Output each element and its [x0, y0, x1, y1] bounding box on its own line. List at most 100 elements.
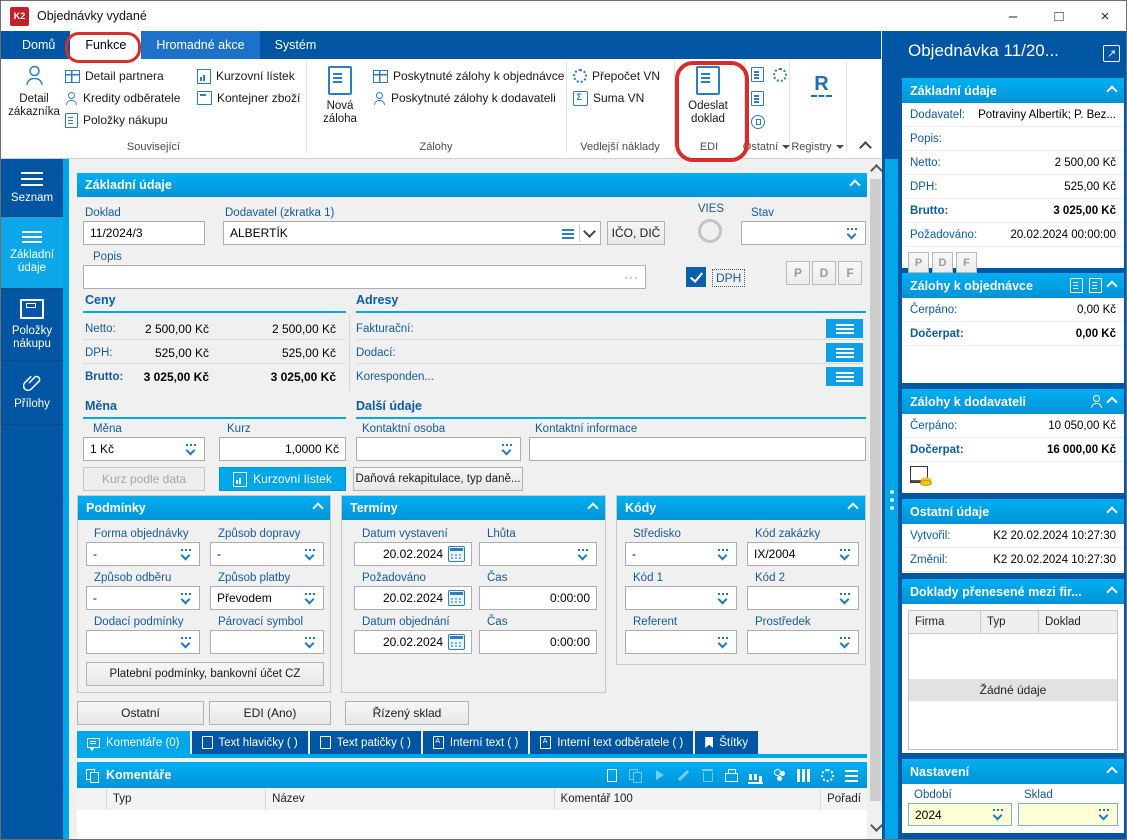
- address-invoice-button[interactable]: [826, 319, 863, 338]
- column-firma[interactable]: Firma: [909, 611, 981, 633]
- group-label-registry[interactable]: Registry: [789, 139, 846, 155]
- dropdown-icon[interactable]: [838, 592, 852, 605]
- sklad-combo[interactable]: [1018, 803, 1118, 826]
- stav-combo[interactable]: [741, 221, 866, 245]
- dropdown-icon[interactable]: [576, 548, 590, 561]
- section-header[interactable]: Doklady přenesené mezi fir...: [902, 579, 1124, 604]
- pozadovano-field[interactable]: 20.02.2024: [354, 586, 472, 610]
- tab-komentare[interactable]: Komentáře (0): [77, 731, 190, 754]
- address-delivery-button[interactable]: [826, 343, 863, 362]
- sidebar-item-polozky-nakupu[interactable]: Položky nákupu: [1, 289, 63, 361]
- cas-1-field[interactable]: 0:00:00: [479, 586, 597, 610]
- collapse-chevron-icon[interactable]: [847, 502, 859, 514]
- copy-document-icon[interactable]: [751, 67, 764, 82]
- ellipsis-more-icon[interactable]: ···: [624, 270, 639, 284]
- kod-zakazky-combo[interactable]: IX/2004: [747, 542, 859, 566]
- group-icon[interactable]: [772, 768, 787, 783]
- zpusob-platby-combo[interactable]: Převodem: [210, 586, 324, 610]
- print-icon[interactable]: [724, 768, 739, 783]
- popis-field[interactable]: ···: [83, 265, 646, 289]
- dropdown-icon[interactable]: [179, 592, 193, 605]
- zalohy-k-dodavateli-button[interactable]: Poskytnuté zálohy k dodavateli: [373, 87, 556, 109]
- column-typ[interactable]: Typ: [107, 788, 267, 810]
- kredity-odberatele-button[interactable]: Kredity odběratele: [65, 87, 180, 109]
- advance-doc-icon[interactable]: [1089, 278, 1102, 293]
- dropdown-icon[interactable]: [845, 227, 859, 240]
- dropdown-icon[interactable]: [303, 636, 317, 649]
- section-header[interactable]: Zálohy k objednávce: [902, 273, 1124, 298]
- cancel-document-icon[interactable]: [751, 91, 764, 106]
- column-komentar[interactable]: Komentář 100: [555, 788, 822, 810]
- copy-record-icon[interactable]: [628, 768, 643, 783]
- parovaci-symbol-combo[interactable]: [210, 630, 324, 654]
- polozky-nakupu-button[interactable]: Položky nákupu: [65, 109, 168, 131]
- referent-combo[interactable]: [625, 630, 737, 654]
- mena-combo[interactable]: 1 Kč: [83, 437, 205, 461]
- maximize-button[interactable]: □: [1054, 7, 1064, 25]
- main-scrollbar[interactable]: [869, 159, 883, 839]
- collapse-chevron-icon[interactable]: [1106, 505, 1118, 518]
- kod-2-combo[interactable]: [747, 586, 859, 610]
- zalohy-k-objednavce-button[interactable]: Poskytnuté zálohy k objednávce: [373, 65, 564, 87]
- collapse-chevron-icon[interactable]: [312, 502, 324, 514]
- calendar-icon[interactable]: [448, 546, 465, 562]
- scroll-down-icon[interactable]: [870, 819, 883, 832]
- tab-stitky[interactable]: Štítky: [695, 731, 758, 754]
- edit-icon[interactable]: [676, 768, 691, 783]
- kontaktni-informace-field[interactable]: [529, 437, 866, 461]
- relations-icon[interactable]: [562, 228, 574, 239]
- dropdown-icon[interactable]: [179, 548, 193, 561]
- kontaktni-osoba-combo[interactable]: [356, 437, 521, 461]
- d-button[interactable]: D: [932, 252, 953, 273]
- collapse-chevron-icon[interactable]: [1106, 84, 1118, 97]
- zpusob-odberu-combo[interactable]: -: [86, 586, 200, 610]
- calendar-icon[interactable]: [448, 590, 465, 606]
- scrollbar-thumb[interactable]: [870, 179, 881, 801]
- collapse-chevron-icon[interactable]: [1106, 395, 1118, 408]
- dropdown-icon[interactable]: [179, 636, 193, 649]
- section-header[interactable]: Ostatní údaje: [902, 499, 1124, 524]
- ico-dic-button[interactable]: IČO, DIČ: [607, 221, 665, 245]
- edi-ano-button[interactable]: EDI (Ano): [209, 701, 331, 725]
- scroll-up-icon[interactable]: [870, 164, 883, 177]
- detail-zakaznika-button[interactable]: Detail zákazníka: [5, 63, 63, 119]
- new-record-icon[interactable]: [604, 768, 619, 783]
- dropdown-icon[interactable]: [838, 636, 852, 649]
- f-button[interactable]: F: [956, 252, 977, 273]
- obdobi-combo[interactable]: 2024: [908, 803, 1012, 826]
- dropdown-icon[interactable]: [303, 548, 317, 561]
- minimize-button[interactable]: –: [1008, 7, 1018, 25]
- kurzovni-listek-button-2[interactable]: Kurzovní lístek: [219, 467, 346, 491]
- d-button[interactable]: D: [812, 261, 836, 285]
- doklad-field[interactable]: 11/2024/3: [83, 221, 205, 245]
- danova-rekapitulace-button[interactable]: Daňová rekapitulace, typ daně...: [353, 467, 523, 491]
- datum-objednani-field[interactable]: 20.02.2024: [354, 630, 472, 654]
- collapse-chevron-icon[interactable]: [1106, 765, 1118, 778]
- rizeny-sklad-button[interactable]: Řízený sklad: [345, 701, 469, 725]
- ribbon-collapse-icon[interactable]: [859, 141, 872, 154]
- section-header[interactable]: Nastavení: [902, 759, 1124, 784]
- cas-2-field[interactable]: 0:00:00: [479, 630, 597, 654]
- sidebar-item-zakladni-udaje[interactable]: Základní údaje: [1, 217, 63, 289]
- column-nazev[interactable]: Název: [266, 788, 555, 810]
- detail-partnera-button[interactable]: Detail partnera: [65, 65, 164, 87]
- columns-icon[interactable]: [796, 768, 811, 783]
- zpusob-dopravy-combo[interactable]: -: [210, 542, 324, 566]
- tab-interni-text[interactable]: Interní text ( ): [422, 731, 529, 754]
- run-icon[interactable]: [652, 768, 667, 783]
- collapse-chevron-icon[interactable]: [1106, 279, 1118, 292]
- stredisko-combo[interactable]: -: [625, 542, 737, 566]
- chart-icon[interactable]: [748, 767, 763, 784]
- tab-hromadne-akce[interactable]: Hromadné akce: [141, 31, 260, 59]
- datum-vystaveni-field[interactable]: 20.02.2024: [354, 542, 472, 566]
- p-button[interactable]: P: [908, 252, 929, 273]
- section-header[interactable]: Základní údaje: [902, 78, 1124, 103]
- grid-body-empty[interactable]: [77, 810, 867, 839]
- column-poradi[interactable]: Pořadí: [827, 793, 861, 805]
- lock-icon[interactable]: [751, 115, 765, 129]
- close-button[interactable]: ×: [1100, 7, 1110, 25]
- grid-menu-icon[interactable]: [844, 768, 859, 783]
- f-button[interactable]: F: [838, 261, 862, 285]
- tab-interni-text-odberatele[interactable]: Interní text odběratele ( ): [530, 731, 694, 754]
- dph-checkbox[interactable]: [686, 267, 706, 287]
